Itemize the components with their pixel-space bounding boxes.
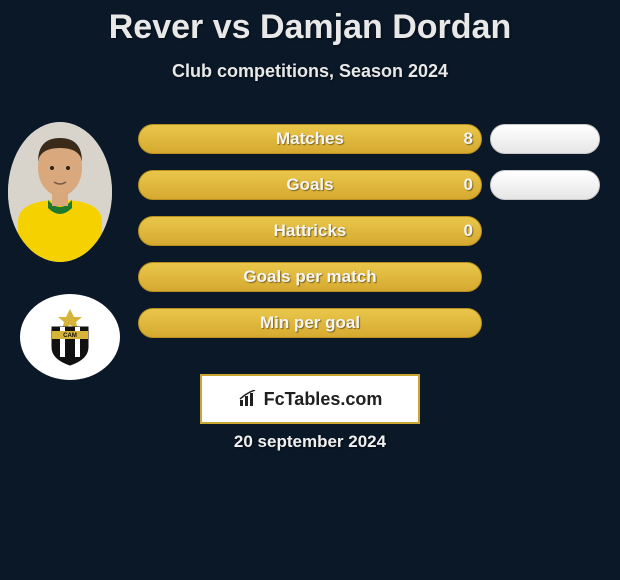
player-portrait-icon: [8, 122, 112, 262]
stat-row-goals: Goals 0: [138, 170, 482, 200]
branding-box: FcTables.com: [200, 374, 420, 424]
player-avatar: [8, 122, 112, 262]
stat-row-matches: Matches 8: [138, 124, 482, 154]
page-subtitle: Club competitions, Season 2024: [0, 61, 620, 82]
stat-row-hattricks: Hattricks 0: [138, 216, 482, 246]
stat-value: 8: [464, 129, 473, 149]
club-badge: CAM: [20, 294, 120, 380]
stat-right-pill: [490, 170, 600, 200]
stat-rows-left: Matches 8 Goals 0 Hattricks 0 Goals per …: [138, 124, 482, 354]
footer-date: 20 september 2024: [0, 432, 620, 452]
stat-label: Goals: [286, 175, 333, 195]
branding-text: FcTables.com: [264, 389, 383, 410]
stat-label: Matches: [276, 129, 344, 149]
bar-chart-icon: [238, 390, 260, 408]
stat-rows-right: [490, 124, 600, 216]
stat-label: Hattricks: [274, 221, 347, 241]
club-code-text: CAM: [63, 333, 77, 339]
stat-row-goals-per-match: Goals per match: [138, 262, 482, 292]
stat-right-pill: [490, 124, 600, 154]
stat-label: Goals per match: [243, 267, 376, 287]
stat-value: 0: [464, 175, 473, 195]
stat-label: Min per goal: [260, 313, 360, 333]
stat-row-min-per-goal: Min per goal: [138, 308, 482, 338]
stat-value: 0: [464, 221, 473, 241]
page-title: Rever vs Damjan Dordan: [0, 0, 620, 47]
club-shield-icon: CAM: [40, 307, 100, 367]
